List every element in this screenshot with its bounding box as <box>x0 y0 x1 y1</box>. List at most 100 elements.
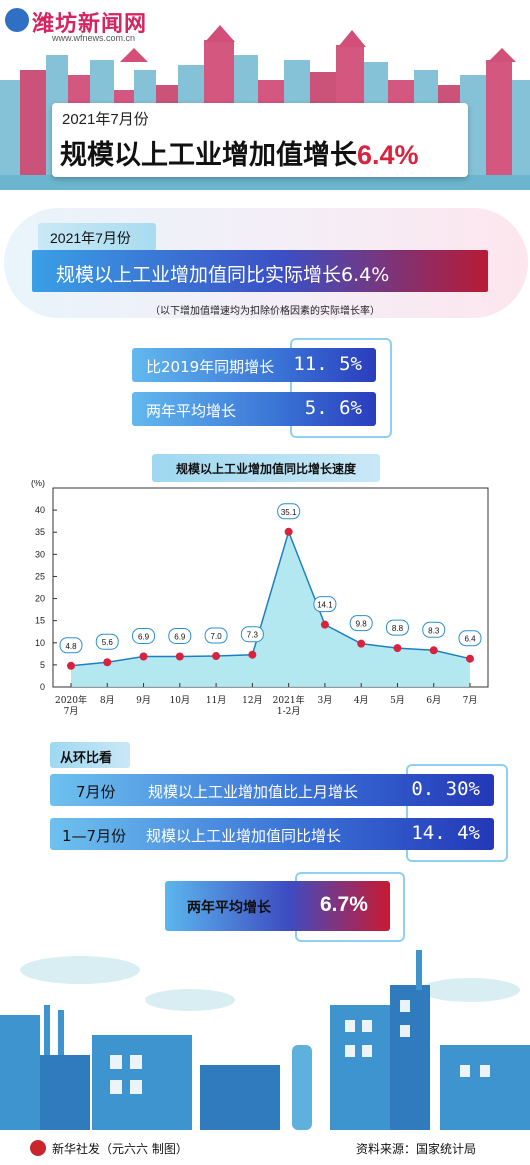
x-tick-label: 2020年 <box>55 694 87 706</box>
header-title-prefix: 规模以上工业增加值增长 <box>60 140 357 171</box>
data-label: 6.4 <box>464 635 476 644</box>
data-label: 35.1 <box>281 508 297 517</box>
x-tick-label: 10月 <box>170 695 190 706</box>
data-label-bubble <box>95 633 119 650</box>
x-tick-label: 4月 <box>354 695 369 706</box>
data-point <box>175 652 184 661</box>
data-label: 6.9 <box>138 632 150 641</box>
footer-credit: 新华社发（元六六 制图） <box>52 1142 188 1156</box>
chart-title-tag: 规模以上工业增加值同比增长速度 <box>152 454 380 482</box>
data-label-bubble <box>422 621 446 638</box>
summary-month-tag: 2021年7月份 <box>38 223 156 251</box>
stat-value: 5. 6% <box>304 397 362 419</box>
x-tick-label: 8月 <box>100 695 115 706</box>
stat-value: 11. 5% <box>293 353 362 375</box>
data-point <box>212 652 221 661</box>
data-label-bubble <box>168 627 192 644</box>
series-area <box>71 531 470 687</box>
data-point <box>284 527 293 536</box>
data-point <box>357 639 366 648</box>
header-title-card <box>52 103 468 177</box>
y-tick-label: 5 <box>40 660 45 670</box>
data-point <box>393 644 402 653</box>
growth-chart: (%)05101520253035404.82020年7月5.68月6.99月6… <box>31 480 489 717</box>
data-label: 7.0 <box>211 632 223 641</box>
data-point <box>429 646 438 655</box>
mom-row-month: 1—7月份 <box>62 827 127 845</box>
data-label: 8.3 <box>428 626 440 635</box>
stats-value-frame <box>290 338 392 438</box>
x-tick-label: 6月 <box>426 695 441 706</box>
mom-row-desc: 规模以上工业增加值同比增长 <box>146 827 342 845</box>
mom-row-desc: 规模以上工业增加值比上月增长 <box>148 783 359 801</box>
data-label-bubble <box>204 627 228 644</box>
y-tick-label: 20 <box>35 594 45 604</box>
y-tick-label: 35 <box>35 527 45 537</box>
summary-headline: 规模以上工业增加值同比实际增长6.4% <box>56 264 390 286</box>
stat-row-two-year-avg: 两年平均增长 5. 6% <box>132 392 376 426</box>
data-label: 7.3 <box>247 631 259 640</box>
data-point <box>320 620 329 629</box>
data-label: 6.9 <box>174 632 186 641</box>
y-tick-label: 10 <box>35 638 45 648</box>
two-year-avg-box: 两年平均增长 6.7% <box>165 881 390 931</box>
factory-illustration <box>0 945 530 1130</box>
data-label: 4.8 <box>65 642 77 651</box>
data-label-bubble <box>277 503 301 520</box>
data-point <box>103 658 112 667</box>
site-logo-text[interactable]: 潍坊新闻网 <box>32 11 148 37</box>
summary-headline-bar: 规模以上工业增加值同比实际增长6.4% <box>32 250 488 292</box>
x-tick-label: 12月 <box>242 695 262 706</box>
mom-row-jan-july: 1—7月份 规模以上工业增加值同比增长 14. 4% <box>50 818 494 850</box>
y-tick-label: 15 <box>35 616 45 626</box>
data-label: 8.8 <box>392 624 404 633</box>
data-point <box>139 652 148 661</box>
x-tick-label: 5月 <box>390 695 405 706</box>
y-tick-label: 25 <box>35 571 45 581</box>
logo-icon <box>5 8 29 32</box>
data-label-bubble <box>240 626 264 643</box>
data-label-bubble <box>59 637 83 654</box>
x-tick-label: 7月 <box>64 706 79 717</box>
summary-note: （以下增加值增速均为扣除价格因素的实际增长率） <box>150 306 380 317</box>
x-tick-label: 11月 <box>206 695 226 706</box>
data-label: 9.8 <box>356 620 368 629</box>
header-title: 规模以上工业增加值增长6.4% <box>60 133 419 172</box>
data-label: 5.6 <box>102 638 114 647</box>
data-label-bubble <box>313 596 337 613</box>
data-label-bubble <box>458 630 482 647</box>
stat-row-vs-2019: 比2019年同期增长 11. 5% <box>132 348 376 382</box>
y-tick-label: 40 <box>35 505 45 515</box>
summary-month: 2021年7月份 <box>50 230 131 246</box>
x-tick-label: 3月 <box>318 695 333 706</box>
chart-title: 规模以上工业增加值同比增长速度 <box>175 462 356 476</box>
header-subtitle: 2021年7月份 <box>62 111 149 128</box>
y-axis-label: (%) <box>31 480 45 488</box>
header-title-value: 6.4% <box>357 140 419 170</box>
mom-row-value: 14. 4% <box>411 822 480 844</box>
mom-section-tag: 从环比看 <box>50 742 130 768</box>
data-label-bubble <box>385 619 409 636</box>
x-tick-label: 9月 <box>136 695 151 706</box>
y-tick-label: 30 <box>35 549 45 559</box>
data-point <box>67 661 75 670</box>
data-label: 14.1 <box>317 601 333 610</box>
two-year-label: 两年平均增长 <box>187 900 271 916</box>
mom-row-month: 7月份 <box>76 783 116 801</box>
data-point <box>466 654 474 663</box>
x-tick-label: 2021年 <box>273 694 305 706</box>
data-label-bubble <box>349 615 373 632</box>
x-tick-label: 7月 <box>463 695 478 706</box>
header-banner: 潍坊新闻网 www.wfnews.com.cn 2021年7月份 规模以上工业增… <box>0 0 530 190</box>
site-url: www.wfnews.com.cn <box>52 33 136 43</box>
mom-row-july: 7月份 规模以上工业增加值比上月增长 0. 30% <box>50 774 494 806</box>
x-tick-label: 1-2月 <box>277 706 301 717</box>
data-label-bubble <box>132 627 156 644</box>
y-tick-label: 0 <box>40 682 45 692</box>
mom-section-label: 从环比看 <box>60 751 113 766</box>
footer-source: 资料来源：国家统计局 <box>356 1142 477 1156</box>
series-line <box>70 529 471 667</box>
mom-row-value: 0. 30% <box>411 778 480 800</box>
data-point <box>248 650 257 659</box>
stat-label: 两年平均增长 <box>146 402 237 420</box>
